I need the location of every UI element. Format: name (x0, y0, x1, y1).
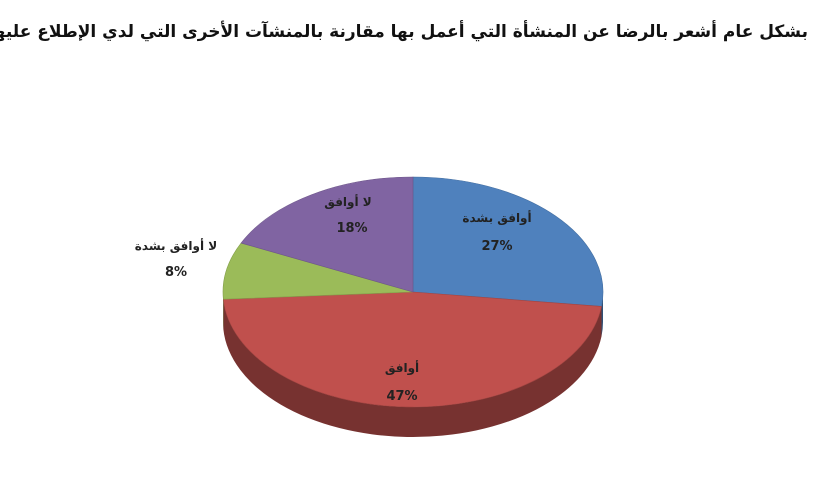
slice-value-disagree: 18% (336, 221, 367, 236)
chart-title: بشكل عام أشعر بالرضا عن المنشأة التي أعم… (0, 22, 808, 42)
slice-label-disagree: لا أوافق (324, 194, 371, 210)
slice-value-strongly-disagree: 8% (165, 265, 187, 280)
pie-slice-agree (223, 291, 602, 408)
slice-value-strongly-agree: 27% (481, 239, 512, 254)
pie-slice-side-agree (223, 299, 602, 437)
slice-label-agree: أوافق (385, 360, 419, 376)
pie-slice-disagree (240, 176, 414, 293)
slice-label-strongly-agree: أوافق بشدة (462, 210, 531, 226)
slice-value-agree: 47% (386, 389, 417, 404)
slice-label-strongly-disagree: لا أوافق بشدة (135, 238, 217, 254)
pie-slice-strongly-agree (412, 176, 604, 307)
pie-slice-side-strongly-agree (601, 292, 603, 337)
pie-top-faces (222, 176, 604, 408)
pie-side-walls (223, 292, 603, 437)
pie-slice-strongly-disagree (222, 242, 414, 300)
pie-labels: أوافق بشدة 27% أوافق 47% لا أوافق بشدة 8% لا أ… (135, 194, 532, 404)
